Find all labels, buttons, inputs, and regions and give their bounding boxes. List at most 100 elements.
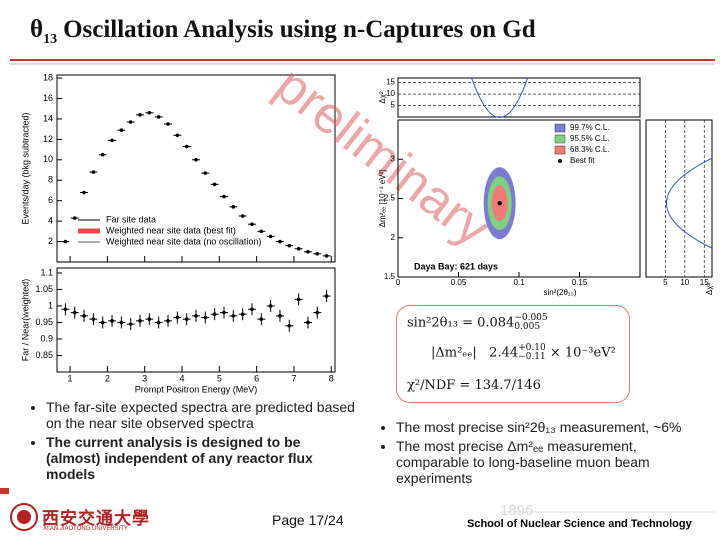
x-tick-label: 6 [254,373,259,383]
result-chi2: χ²/NDF = 134.7/146 [407,378,541,393]
far-site-point [194,158,198,162]
y-tick-label: 0.95 [35,317,53,327]
bullet: The most precise Δm²ₑₑ measurement, comp… [396,438,698,486]
far-site-point [82,190,86,195]
x-tick-label: 10 [680,278,689,287]
y-tick-label: 0.9 [40,333,53,343]
bullet: The current analysis is designed to be (… [46,434,358,482]
far-site-point [278,239,282,244]
ratio-point [315,310,320,315]
legend-swatch [554,134,566,144]
result-unit: × 10⁻³eV² [549,345,616,361]
far-site-point [306,249,310,254]
plot-frame [56,74,336,263]
logo-chinese: 西安交通大學 [42,509,150,529]
far-site-point [175,133,180,138]
x-tick-label: 4 [179,373,184,383]
far-site-point [259,229,264,234]
ratio-point [110,319,114,323]
plot-frame [56,267,336,373]
plot-frame [645,119,713,278]
annotation: Daya Bay: 621 days [414,261,498,271]
result-lower: 0.005 [514,322,541,332]
legend-label: 99.7% C.L. [570,123,610,132]
legend-label: 68.3% C.L. [570,145,610,154]
logo-emblem-core [17,510,31,524]
y-tick-label: 10 [43,154,53,164]
ratio-point [240,312,245,317]
y-tick-label: 12 [43,134,53,144]
logo-emblem [10,503,38,531]
y-tick-label: 5 [391,101,396,110]
page-number: Page 17/24 [272,512,344,528]
y-tick-label: 1.05 [35,284,53,294]
ratio-point [91,317,96,321]
results-box: sin²2θ₁₃ = 0.084 −0.005 0.005 |Δm²ₑₑ| 2.44… [396,305,630,403]
ratio-point [63,307,68,312]
ratio-point [231,314,236,318]
ratio-point [268,304,273,308]
x-tick-label: 3 [142,373,147,383]
y-tick-label: 16 [43,93,53,103]
bullet: The most precise sin²2θ₁₃ measurement, ~… [396,419,698,435]
title-text: Oscillation Analysis using n-Captures on… [63,16,536,43]
legend-label: Weighted near site data (no oscillation) [106,236,261,246]
far-site-point [91,170,96,174]
bullets-right: The most precise sin²2θ₁₃ measurement, ~… [378,419,698,489]
best-fit [497,201,502,206]
far-site-point [156,115,161,119]
result-sin2: sin²2θ₁₃ = 0.084 −0.005 0.005 [407,314,548,332]
y-tick-label: 14 [43,113,53,123]
y-tick-label: 0.85 [35,350,53,360]
x-tick-label: 0 [396,278,401,287]
far-site-point [212,182,217,187]
slide-title: θ13 Oscillation Analysis using n-Captures… [30,16,536,48]
title-symbol: θ [30,16,44,43]
far-site-point [100,152,105,157]
x-tick-label: 2 [105,373,110,383]
result-lhs: |Δm²ₑₑ| [431,345,477,361]
far-site-point [128,120,133,124]
x-axis-label: Δχ² [705,283,714,296]
ratio-point [184,317,189,321]
ratio-point [278,314,282,318]
ratio-point [194,314,198,318]
ratio-point [259,317,264,321]
far-site-point [287,243,292,248]
far-site-point [63,239,68,244]
x-tick-label: 7 [291,373,296,383]
x-tick-label: 0.05 [451,278,467,287]
x-tick-label: 1 [68,373,73,383]
far-site-point [268,234,273,239]
y-tick-label: 4 [48,216,53,226]
y-tick-label: 1 [48,300,53,310]
ratio-point [100,320,105,325]
ratio-point [222,310,226,315]
ratio-point [156,320,161,325]
ratio-point [203,315,208,320]
legend-swatch [554,145,566,155]
ratio-point [250,307,254,312]
ratio-point [119,320,124,325]
far-site-point [203,171,208,175]
far-site-point [110,138,114,143]
ratio-point [212,312,217,317]
legend-label: Weighted near site data (best fit) [106,225,236,235]
x-axis-label: Prompt Positron Energy (MeV) [135,384,258,394]
y-tick-label: 8 [48,175,53,185]
y-tick-label: 2 [48,236,53,246]
logo-english: XI'AN JIAOTONG UNIVERSITY [43,526,129,532]
ratio-point [306,320,310,325]
chi2-profile [666,157,713,249]
far-site-point [72,216,77,220]
y-tick-label: 2 [391,233,396,242]
far-site-point [240,214,245,218]
far-site-point [296,246,301,251]
result-upper: +0.10 [518,343,546,353]
bullet: The far-site expected spectra are predic… [46,399,358,431]
far-site-point [138,113,142,117]
far-site-point [222,194,226,199]
result-value: 2.44 [489,345,519,361]
ratio-point [128,322,133,326]
